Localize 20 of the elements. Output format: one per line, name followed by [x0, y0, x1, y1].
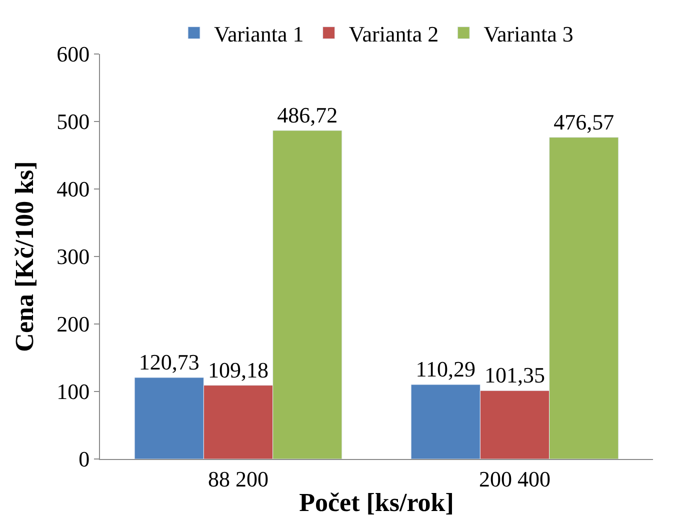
data-label: 120,73 [138, 350, 200, 375]
y-tick-label: 400 [56, 176, 90, 202]
legend-label: Varianta 1 [214, 21, 304, 46]
x-tick-label: 200 400 [479, 466, 550, 492]
data-label: 101,35 [484, 362, 545, 388]
data-label: 486,72 [277, 102, 338, 128]
legend-label: Varianta 2 [348, 21, 439, 46]
y-axis-title: Cena [Kč/100 ks] [10, 161, 39, 352]
y-tick-label: 0 [78, 446, 90, 472]
y-tick-label: 600 [56, 42, 90, 67]
y-tick-label: 200 [56, 312, 90, 337]
x-tick-label: 88 200 [208, 466, 268, 492]
y-tick-label: 300 [56, 244, 90, 270]
data-label: 476,57 [554, 109, 614, 134]
x-axis-title: Počet [ks/rok] [299, 488, 454, 518]
data-label: 110,29 [416, 356, 476, 382]
y-tick-label: 500 [56, 109, 90, 134]
legend-label: Varianta 3 [484, 21, 574, 46]
y-tick-label: 100 [56, 379, 90, 404]
data-label: 109,18 [208, 357, 268, 382]
